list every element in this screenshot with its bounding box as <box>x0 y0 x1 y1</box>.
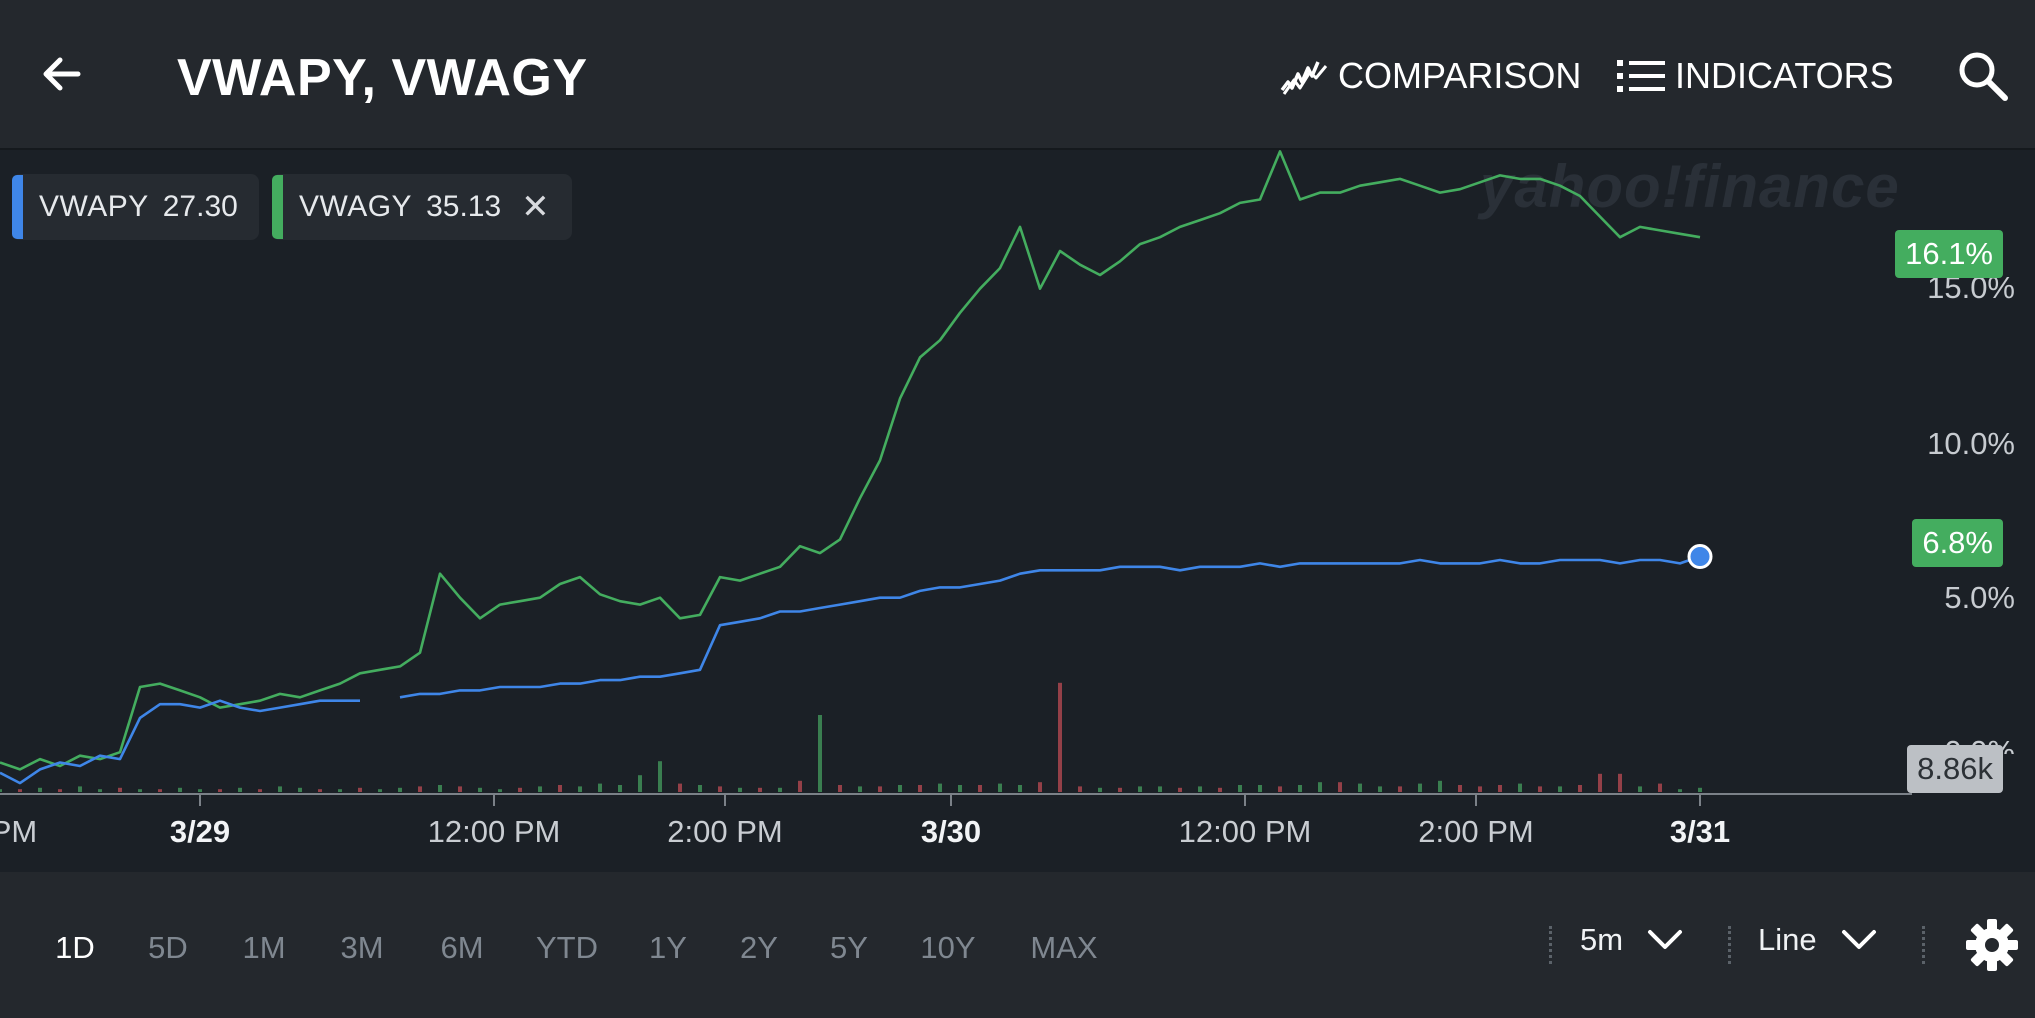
vwapy-last-value-tag: 6.8% <box>1912 519 2003 567</box>
back-arrow-icon[interactable] <box>34 46 90 102</box>
legend-color-bar <box>272 175 283 239</box>
range-6m[interactable]: 6M <box>440 930 484 965</box>
remove-comparison-icon[interactable]: ✕ <box>521 188 550 226</box>
page-title: VWAPY, VWAGY <box>177 49 588 107</box>
range-ytd[interactable]: YTD <box>536 930 598 965</box>
legend-symbol: VWAGY <box>299 190 413 223</box>
range-1y[interactable]: 1Y <box>649 930 687 965</box>
chart-type-dropdown[interactable]: Line <box>1758 922 1877 958</box>
range-2y[interactable]: 2Y <box>740 930 778 965</box>
divider <box>1922 926 1925 964</box>
comparison-label: COMPARISON <box>1338 55 1582 96</box>
x-tick-label: 3/30 <box>920 814 982 849</box>
range-1m[interactable]: 1M <box>242 930 286 965</box>
legend-symbol: VWAPY <box>39 190 149 223</box>
legend-color-bar <box>12 175 23 239</box>
x-tick-label: 12:00 PM <box>427 814 561 849</box>
x-tick-label: 3/31 <box>1669 814 1731 849</box>
y-tick-label: 5.0% <box>1944 580 2015 615</box>
vwagy-last-value-tag: 16.1% <box>1895 230 2003 278</box>
range-10y[interactable]: 10Y <box>920 930 976 965</box>
legend-value: 27.30 <box>162 190 238 223</box>
range-5y[interactable]: 5Y <box>830 930 868 965</box>
list-icon <box>1617 60 1665 92</box>
x-tick-label: PM <box>0 814 38 849</box>
interval-dropdown[interactable]: 5m <box>1580 922 1683 958</box>
comparison-icon <box>1280 61 1328 95</box>
divider <box>1549 926 1552 964</box>
legend-value: 35.13 <box>426 190 502 223</box>
chart-type-value: Line <box>1758 922 1817 957</box>
range-1d[interactable]: 1D <box>55 930 95 965</box>
chart-area[interactable] <box>0 150 2035 870</box>
indicators-button[interactable]: INDICATORS <box>1615 52 1894 100</box>
search-icon[interactable] <box>1955 48 2011 104</box>
top-bar: VWAPY, VWAGY COMPARISON INDICATORS <box>0 0 2035 150</box>
x-tick-label: 2:00 PM <box>667 814 783 849</box>
settings-gear-icon[interactable] <box>1965 918 2019 972</box>
divider <box>1728 926 1731 964</box>
x-tick-label: 3/29 <box>169 814 231 849</box>
x-tick-label: 2:00 PM <box>1418 814 1534 849</box>
y-tick-label: 10.0% <box>1927 426 2015 461</box>
interval-value: 5m <box>1580 922 1624 957</box>
legend-chip-vwagy[interactable]: VWAGY 35.13 ✕ <box>272 174 572 240</box>
range-max[interactable]: MAX <box>1030 930 1098 965</box>
bottom-toolbar <box>0 872 2035 1018</box>
legend-chip-vwapy[interactable]: VWAPY 27.30 <box>12 174 259 240</box>
comparison-button[interactable]: COMPARISON <box>1280 52 1581 100</box>
range-3m[interactable]: 3M <box>340 930 384 965</box>
range-5d[interactable]: 5D <box>148 930 188 965</box>
x-tick-label: 12:00 PM <box>1178 814 1312 849</box>
chevron-down-icon <box>1648 930 1683 949</box>
indicators-label: INDICATORS <box>1675 55 1894 96</box>
chevron-down-icon <box>1841 930 1876 949</box>
volume-value-tag: 8.86k <box>1907 745 2003 793</box>
yahoo-finance-watermark: yahoo!finance <box>1480 153 1900 220</box>
